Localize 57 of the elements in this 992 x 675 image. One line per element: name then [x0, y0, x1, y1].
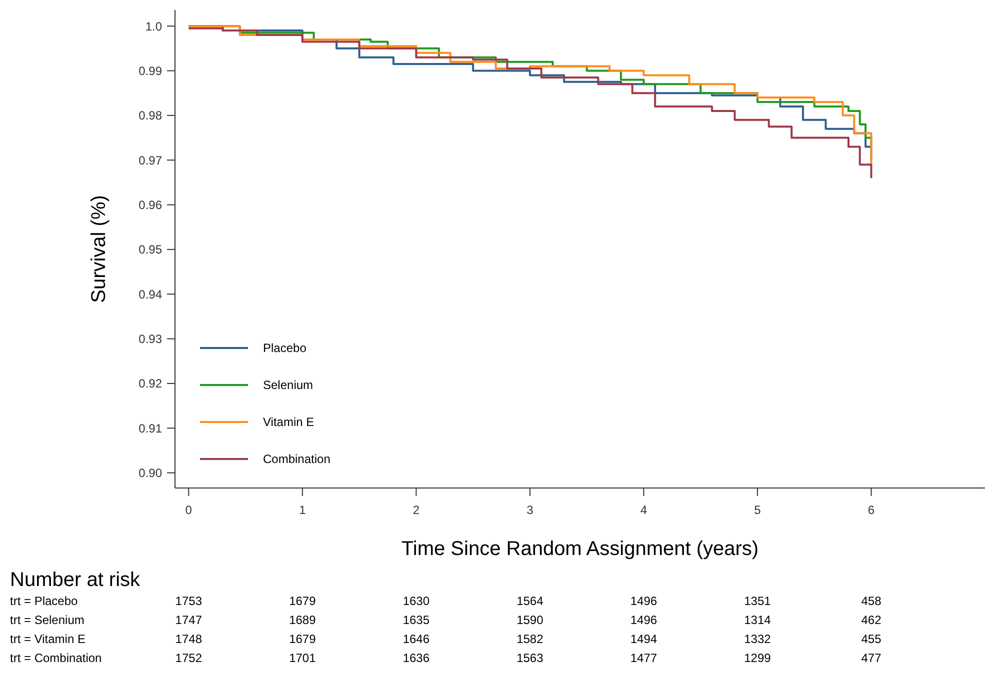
- text: 458: [861, 594, 882, 608]
- text: 1636: [402, 651, 430, 665]
- y-tick-label: 0.92: [138, 376, 162, 391]
- x-axis-title: Time Since Random Assignment (years): [401, 538, 759, 560]
- y-tick-label: 0.93: [138, 332, 162, 346]
- y-tick-label: 1.0: [145, 19, 162, 34]
- text: 1477: [630, 651, 658, 665]
- text: Number at risk: [10, 569, 142, 591]
- y-axis-title: Survival (%): [88, 195, 110, 303]
- y-tick-label: 0.98: [138, 108, 162, 123]
- text: 1689: [289, 613, 316, 627]
- legend-label: Placebo: [263, 341, 307, 356]
- y-tick-label: 0.90: [138, 466, 162, 480]
- y-tick-label: 0.99: [138, 64, 162, 78]
- text: 455: [861, 632, 882, 646]
- y-tick-label: 0.97: [138, 153, 162, 168]
- legend-label: Vitamin E: [263, 415, 314, 430]
- text: 1752: [175, 651, 202, 665]
- text: 477: [861, 651, 882, 665]
- text: trt = Vitamin E: [10, 632, 86, 646]
- text: 1747: [175, 613, 202, 627]
- x-tick-label: 6: [868, 503, 875, 517]
- text: 1563: [516, 651, 544, 665]
- text: 1332: [744, 632, 772, 646]
- text: 1496: [630, 594, 658, 608]
- text: 1753: [175, 594, 202, 608]
- text: 1564: [516, 594, 544, 608]
- text: 462: [861, 613, 882, 627]
- x-tick-label: 0: [185, 503, 192, 517]
- text: trt = Selenium: [10, 613, 84, 627]
- x-tick-label: 4: [640, 503, 648, 517]
- legend-label: Combination: [263, 452, 330, 466]
- x-tick-label: 3: [526, 503, 534, 517]
- y-tick-label: 0.91: [138, 421, 162, 436]
- text: 1582: [516, 632, 544, 646]
- x-tick-label: 5: [754, 503, 762, 517]
- text: 1701: [289, 651, 316, 665]
- text: trt = Combination: [10, 651, 102, 665]
- y-tick-label: 0.94: [138, 287, 162, 302]
- x-tick-label: 2: [412, 503, 420, 517]
- y-tick-label: 0.96: [138, 198, 162, 212]
- text: 1314: [744, 613, 772, 627]
- text: 1494: [630, 632, 658, 646]
- text: 1299: [744, 651, 772, 665]
- text: 1646: [402, 632, 430, 646]
- text: 1679: [289, 632, 316, 646]
- text: trt = Placebo: [10, 594, 78, 608]
- text: 1351: [744, 594, 772, 608]
- y-tick-label: 0.95: [138, 242, 162, 257]
- text: 1635: [402, 613, 430, 627]
- text: 1496: [630, 613, 658, 627]
- text: 1748: [175, 632, 202, 646]
- text: 1590: [516, 613, 544, 627]
- text: 1679: [289, 594, 316, 608]
- legend-label: Selenium: [263, 378, 314, 392]
- text: 1630: [402, 594, 430, 608]
- x-tick-label: 1: [299, 503, 306, 517]
